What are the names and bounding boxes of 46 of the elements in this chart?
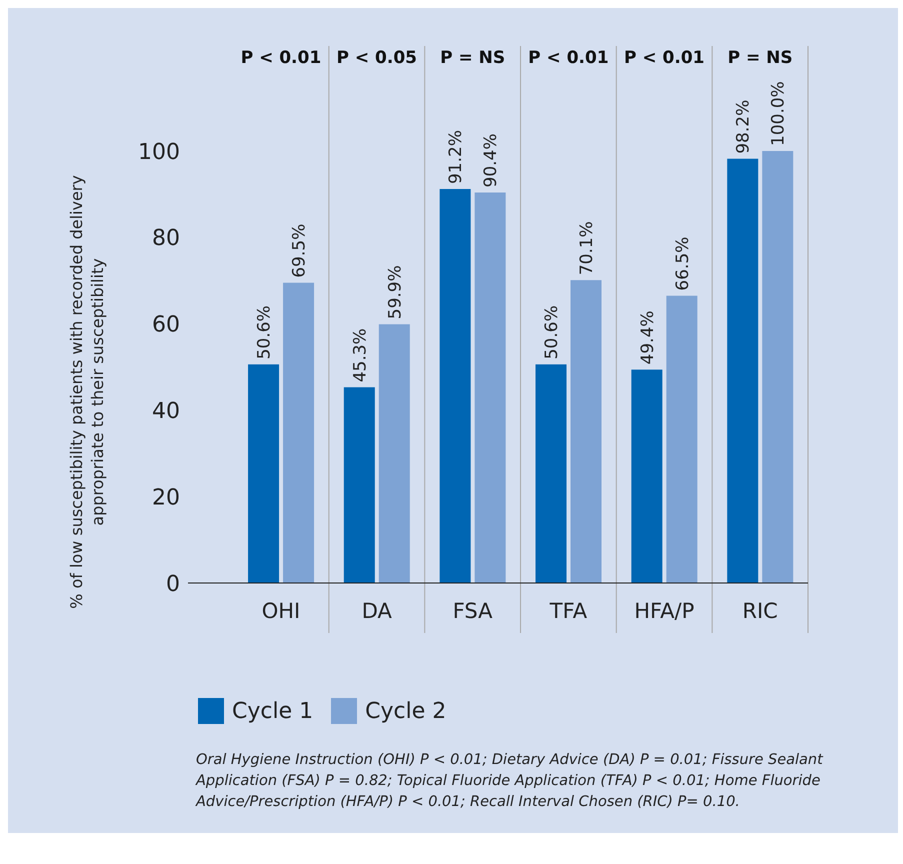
y-tick-label: 80 bbox=[152, 226, 180, 252]
data-label: 45.3% bbox=[350, 328, 370, 382]
bar bbox=[762, 151, 794, 583]
data-label: 50.6% bbox=[542, 305, 562, 360]
data-label: 91.2% bbox=[446, 130, 466, 184]
x-tick-label: HFA/P bbox=[634, 598, 694, 623]
x-tick-label: TFA bbox=[548, 598, 588, 623]
x-tick-label: FSA bbox=[452, 598, 494, 623]
data-label: 90.4% bbox=[481, 133, 502, 188]
bar bbox=[378, 324, 410, 583]
bar bbox=[344, 387, 375, 583]
bar bbox=[440, 189, 471, 583]
bar bbox=[474, 192, 506, 583]
legend-label: Cycle 2 bbox=[365, 698, 446, 724]
bar bbox=[570, 280, 602, 583]
bar bbox=[283, 282, 314, 583]
y-tick-label: 100 bbox=[138, 140, 180, 165]
data-label: 50.6% bbox=[254, 305, 275, 360]
data-label: 49.4% bbox=[638, 310, 658, 365]
x-tick-label: RIC bbox=[742, 598, 778, 623]
x-tick-label: DA bbox=[362, 598, 392, 623]
bar bbox=[248, 364, 280, 583]
legend-label: Cycle 1 bbox=[232, 698, 314, 724]
data-label: 66.5% bbox=[672, 236, 693, 291]
y-tick-label: 0 bbox=[166, 572, 180, 597]
bar bbox=[727, 158, 758, 583]
bar bbox=[631, 370, 662, 583]
text: Oral Hygiene Instruction (OHI) P < 0.01; Dietary Advice (DA) P = 0.01; Fissure Sealant Application (FSA) P = 0.82; Topical Fluoride Application (TFA) P < 0.01; Home Fluoride Advice/Prescription (HFA/P) P < 0.01; Recall Interval Chosen (RIC) P= 0.10. bbox=[196, 751, 824, 812]
y-tick-label: 40 bbox=[152, 399, 180, 424]
data-label: 70.1% bbox=[577, 221, 598, 276]
y-tick-label: 20 bbox=[152, 485, 180, 510]
x-tick-label: OHI bbox=[262, 598, 300, 623]
bar bbox=[666, 296, 698, 583]
text: P < 0.01 bbox=[623, 48, 706, 68]
data-label: 69.5% bbox=[290, 224, 310, 278]
text: P = NS bbox=[439, 48, 506, 68]
data-label: 59.9% bbox=[385, 265, 406, 320]
y-axis-title: % of low susceptibility patients with recorded delivery appropriate to their susceptibility bbox=[66, 174, 108, 611]
text: P = NS bbox=[726, 48, 794, 68]
y-tick-label: 60 bbox=[152, 312, 180, 338]
text: P < 0.05 bbox=[336, 48, 418, 68]
data-label: 98.2% bbox=[734, 100, 754, 154]
data-label: 100.0% bbox=[768, 81, 789, 146]
bar bbox=[536, 364, 567, 583]
text: P < 0.01 bbox=[240, 48, 322, 68]
text: P < 0.01 bbox=[527, 48, 610, 68]
